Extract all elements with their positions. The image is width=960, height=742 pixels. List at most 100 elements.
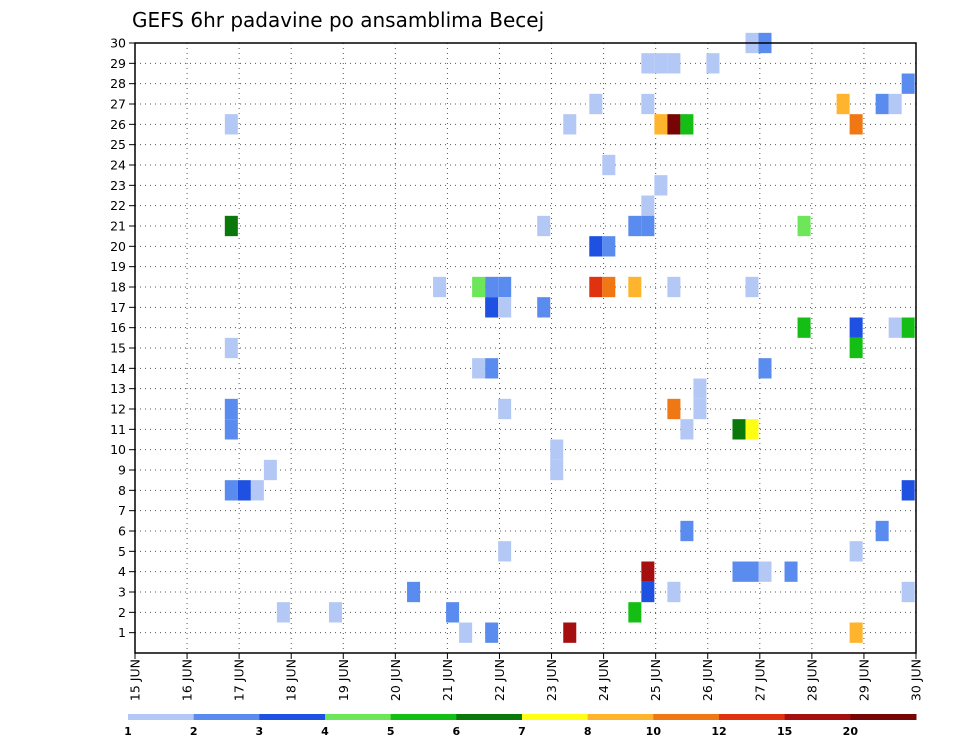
y-tick-label: 2	[118, 605, 126, 620]
colorbar-label: 20	[843, 725, 859, 738]
grid-lines	[134, 42, 917, 653]
heatmap-cell	[589, 236, 603, 257]
colorbar-swatch	[522, 714, 589, 720]
heatmap-cell	[901, 73, 915, 94]
y-tick-label: 13	[110, 381, 126, 396]
y-tick-label: 21	[110, 219, 126, 234]
heatmap-cell	[654, 114, 668, 135]
heatmap-cell	[628, 602, 642, 623]
heatmap-cell	[537, 297, 551, 318]
y-tick-label: 29	[110, 56, 126, 71]
heatmap-cell	[797, 317, 811, 338]
colorbar-swatch	[325, 714, 392, 720]
y-tick-label: 5	[118, 544, 126, 559]
x-tick-label: 19 JUN	[336, 659, 351, 701]
heatmap-cell	[732, 419, 746, 440]
heatmap-cell	[224, 480, 238, 501]
y-tick-label: 19	[110, 259, 126, 274]
y-axis-ticks: 1234567891011121314151617181920212223242…	[110, 36, 135, 640]
y-tick-label: 25	[110, 137, 126, 152]
colorbar-swatch	[128, 714, 195, 720]
y-tick-label: 1	[118, 625, 126, 640]
y-tick-label: 17	[110, 300, 126, 315]
y-tick-label: 26	[110, 117, 126, 132]
y-tick-label: 23	[110, 178, 126, 193]
colorbar-label: 12	[711, 725, 726, 738]
heatmap-cell	[589, 93, 603, 115]
heatmap-cell	[667, 114, 681, 135]
y-tick-label: 3	[118, 585, 126, 600]
heatmap-cell	[276, 602, 290, 623]
y-tick-label: 6	[118, 524, 126, 539]
y-tick-label: 27	[110, 97, 126, 112]
colorbar-swatch	[784, 714, 851, 720]
x-tick-label: 25 JUN	[648, 659, 663, 701]
heatmap-cell	[498, 541, 512, 562]
heatmap-cell	[667, 581, 681, 603]
colorbar-label: 8	[584, 725, 592, 738]
heatmap-cell	[602, 236, 616, 257]
heatmap-cell	[485, 622, 499, 643]
heatmap-cell	[485, 358, 499, 379]
heatmap-cell	[875, 93, 889, 115]
x-tick-label: 16 JUN	[180, 659, 195, 701]
y-tick-label: 7	[118, 503, 126, 518]
x-axis-ticks: 15 JUN 16 JUN 17 JUN 18 JUN 19 JUN 20 JUN 21 J…	[128, 653, 924, 701]
heatmap-cell	[888, 317, 902, 338]
heatmap-cell	[602, 276, 616, 298]
x-tick-label: 30 JUN	[909, 659, 924, 701]
y-tick-label: 14	[110, 361, 126, 376]
colorbar-swatch	[456, 714, 523, 720]
heatmap-cell	[407, 581, 421, 603]
heatmap-cell	[563, 114, 577, 135]
heatmap-cell	[758, 561, 772, 582]
heatmap-cell	[654, 53, 668, 74]
heatmap-cell	[849, 541, 863, 562]
heatmap-cell	[680, 114, 694, 135]
data-cells	[224, 32, 915, 643]
colorbar-swatch	[719, 714, 786, 720]
heatmap-cell	[628, 215, 642, 237]
heatmap-cell	[706, 53, 720, 74]
heatmap-cell	[745, 276, 759, 298]
y-tick-label: 28	[110, 76, 126, 91]
heatmap-cell	[901, 581, 915, 603]
heatmap-cell	[784, 561, 798, 582]
y-tick-label: 15	[110, 341, 126, 356]
heatmap-cell	[758, 358, 772, 379]
heatmap-cell	[602, 154, 616, 176]
heatmap-cell	[485, 297, 499, 318]
heatmap-cell	[550, 439, 564, 460]
y-tick-label: 16	[110, 320, 126, 335]
heatmap-cell	[654, 175, 668, 196]
heatmap-cell	[250, 480, 264, 501]
y-tick-label: 8	[118, 483, 126, 498]
heatmap-cell	[498, 297, 512, 318]
heatmap-cell	[537, 215, 551, 237]
heatmap-cell	[237, 480, 251, 501]
heatmap-cell	[693, 378, 707, 399]
y-tick-label: 30	[110, 36, 126, 51]
colorbar-swatch	[390, 714, 457, 720]
x-tick-label: 28 JUN	[804, 659, 819, 701]
y-tick-label: 9	[118, 463, 126, 478]
heatmap-cell	[680, 419, 694, 440]
heatmap-cell	[498, 276, 512, 298]
y-tick-label: 18	[110, 280, 126, 295]
heatmap-cell	[667, 398, 681, 420]
colorbar-swatch	[653, 714, 720, 720]
heatmap-cell	[550, 459, 564, 481]
heatmap-cell	[641, 215, 655, 237]
heatmap-cell	[446, 602, 460, 623]
heatmap-cell	[459, 622, 473, 643]
heatmap-cell	[745, 561, 759, 582]
colorbar-label: 5	[387, 725, 395, 738]
heatmap-cell	[797, 215, 811, 237]
y-tick-label: 10	[110, 442, 126, 457]
y-tick-label: 24	[110, 158, 126, 173]
colorbar-label: 4	[321, 725, 329, 738]
heatmap-cell	[849, 337, 863, 359]
heatmap-cell	[498, 398, 512, 420]
heatmap-cell	[328, 602, 342, 623]
